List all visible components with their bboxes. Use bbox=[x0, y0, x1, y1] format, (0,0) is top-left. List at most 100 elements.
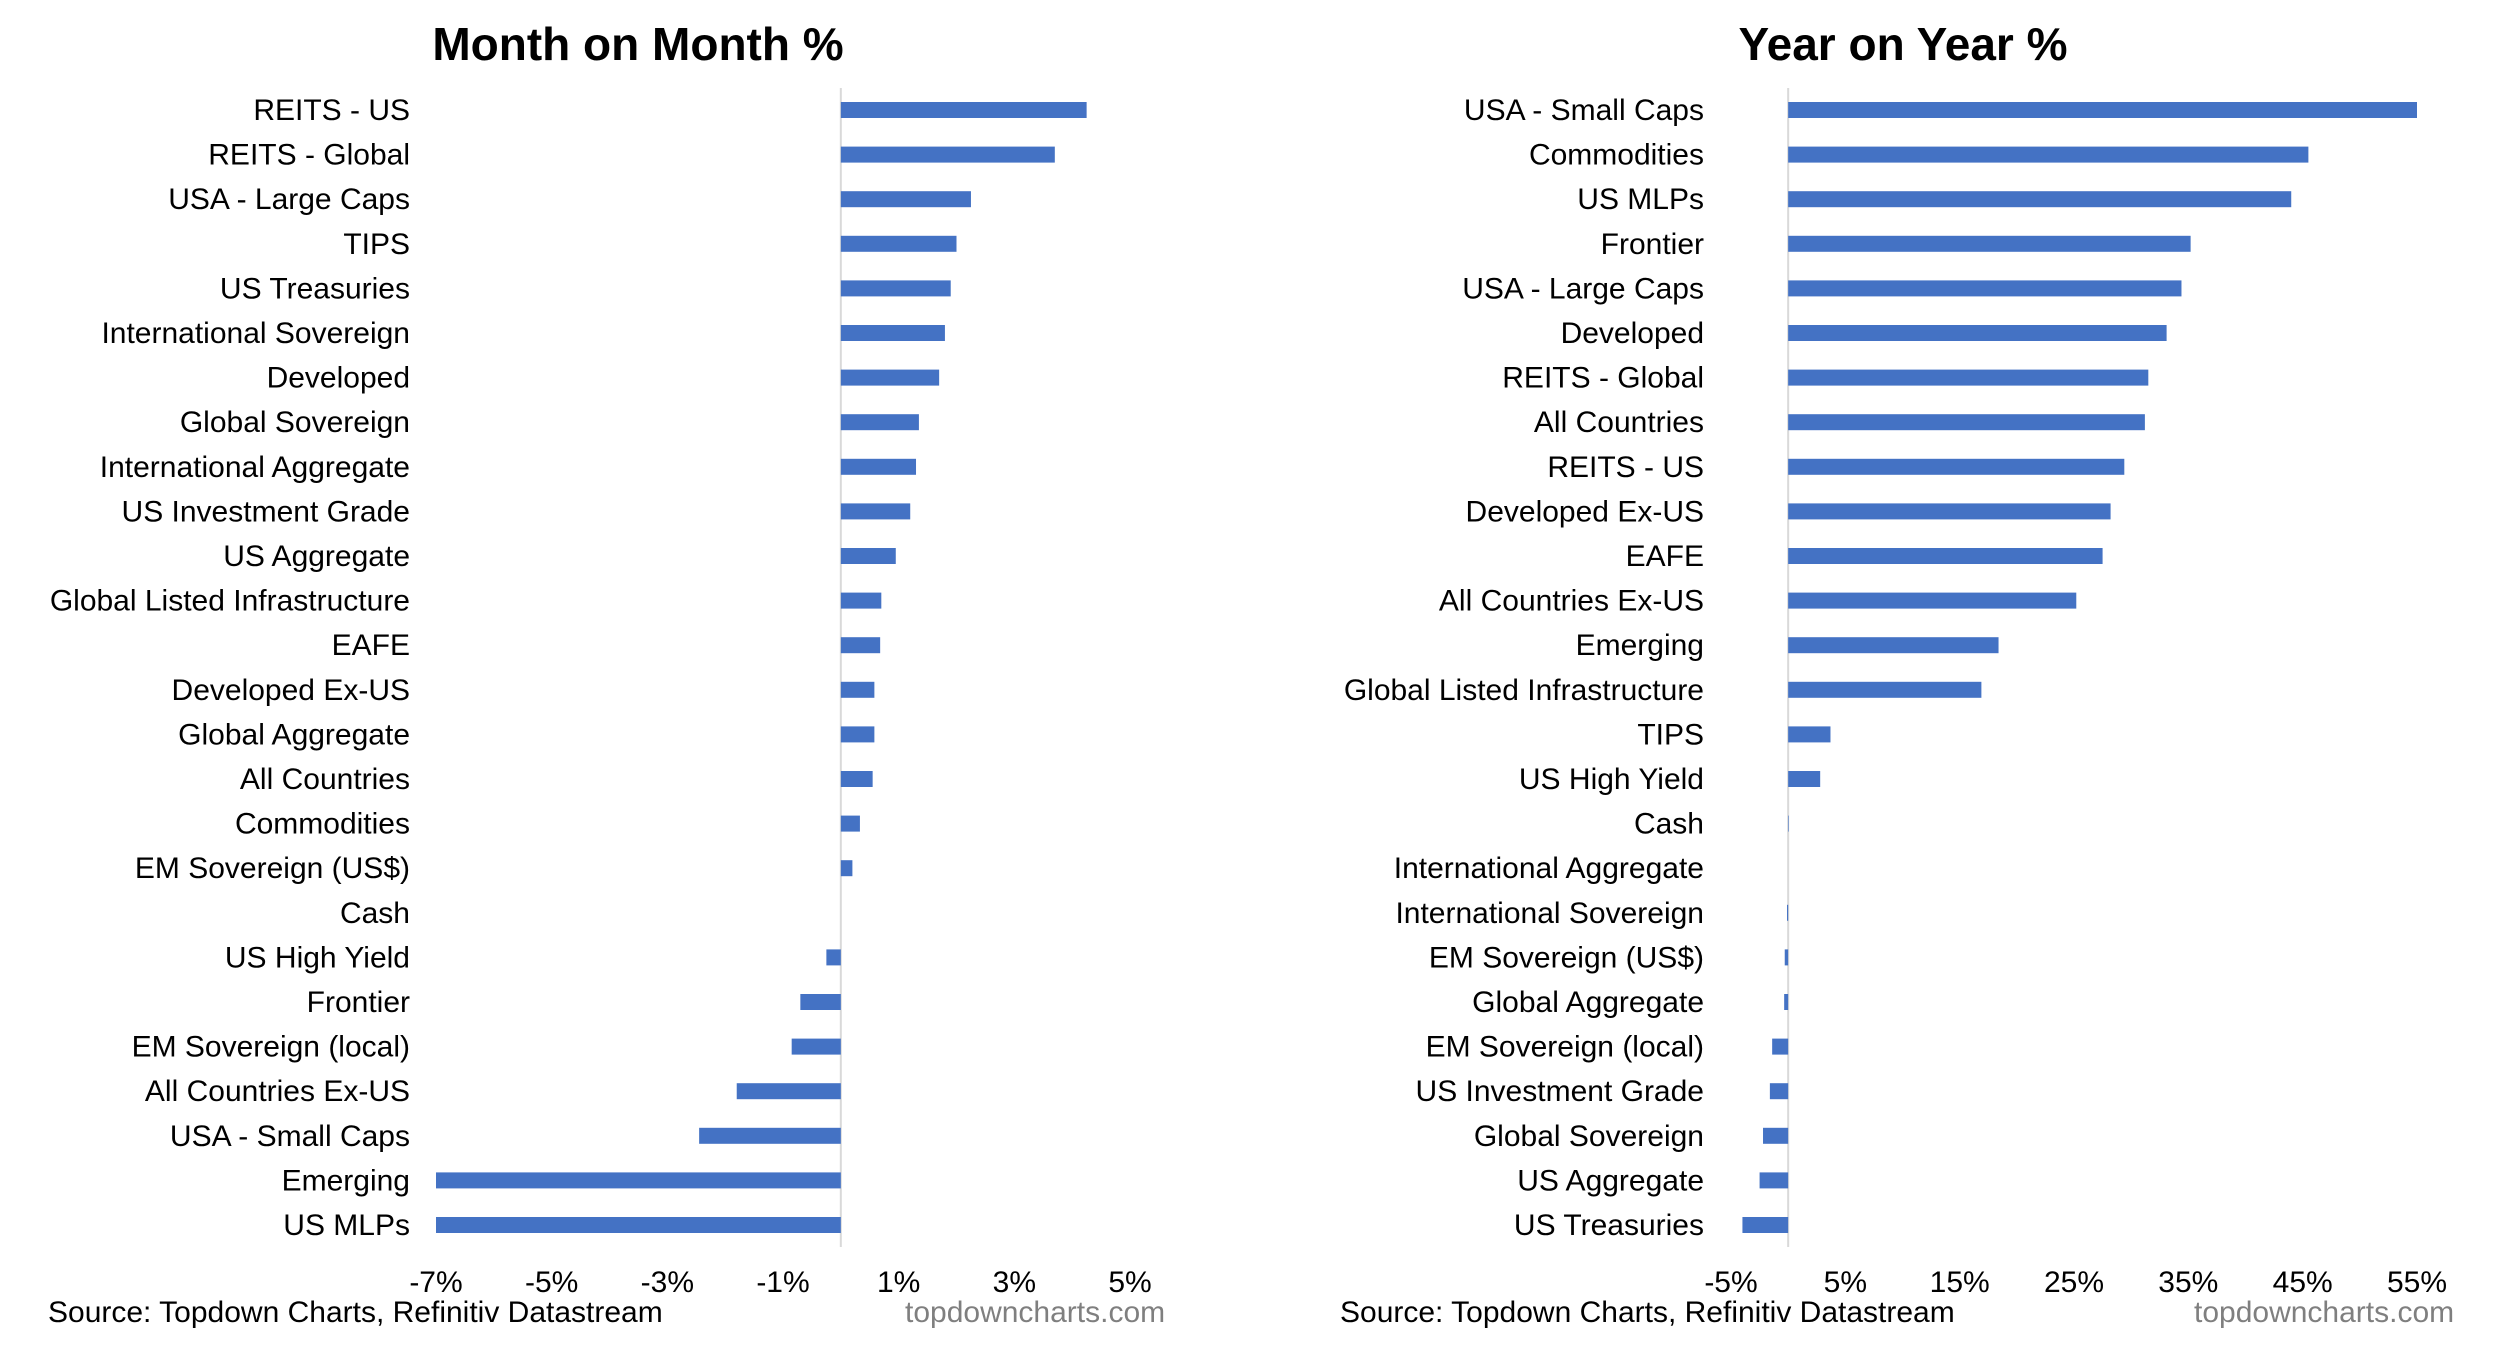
bar bbox=[840, 191, 971, 208]
category-label: US Treasuries bbox=[1514, 1209, 1704, 1242]
bar bbox=[1788, 235, 2191, 252]
x-tick-label: -5% bbox=[525, 1266, 578, 1299]
bar bbox=[1788, 815, 1789, 832]
bar bbox=[1788, 325, 2167, 341]
bar bbox=[840, 102, 1087, 118]
category-label: Developed bbox=[267, 362, 410, 395]
bar bbox=[1788, 146, 2309, 163]
category-label: All Countries bbox=[1534, 406, 1704, 439]
x-tick-label: -3% bbox=[641, 1266, 694, 1299]
bar bbox=[436, 1172, 841, 1189]
category-label: US High Yield bbox=[1519, 763, 1704, 796]
bar bbox=[1788, 280, 2182, 297]
x-tick-label: -1% bbox=[756, 1266, 809, 1299]
bar bbox=[1763, 1127, 1789, 1144]
left-source-note: Source: Topdown Charts, Refinitiv Datast… bbox=[48, 1296, 663, 1329]
chart-title: Year on Year % bbox=[1738, 18, 2067, 70]
category-label: Emerging bbox=[282, 1164, 410, 1197]
category-label: EM Sovereign (local) bbox=[132, 1031, 410, 1064]
x-tick-label: 15% bbox=[1930, 1266, 1990, 1299]
bar bbox=[840, 325, 945, 341]
bar bbox=[1788, 548, 2103, 564]
x-tick-label: -5% bbox=[1704, 1266, 1757, 1299]
bar bbox=[1742, 1217, 1789, 1233]
category-label: Global Listed Infrastructure bbox=[1344, 674, 1704, 707]
category-label: US MLPs bbox=[1577, 183, 1704, 216]
chart-title: Month on Month % bbox=[432, 18, 843, 70]
bar bbox=[840, 592, 882, 609]
bar bbox=[1784, 949, 1789, 966]
bar bbox=[1784, 994, 1789, 1010]
x-tick-label: 3% bbox=[993, 1266, 1036, 1299]
bar bbox=[840, 815, 860, 832]
category-label: Cash bbox=[1634, 808, 1704, 841]
category-label: USA - Small Caps bbox=[1464, 94, 1704, 127]
right-brand-link[interactable]: topdowncharts.com bbox=[2194, 1296, 2455, 1329]
bar bbox=[840, 726, 875, 743]
category-label: US Aggregate bbox=[223, 540, 410, 573]
bar bbox=[1772, 1038, 1789, 1055]
category-label: Developed Ex-US bbox=[172, 674, 410, 707]
bar bbox=[840, 681, 875, 698]
x-tick-label: 5% bbox=[1108, 1266, 1151, 1299]
category-label: International Sovereign bbox=[1395, 897, 1704, 930]
category-label: International Aggregate bbox=[1394, 852, 1704, 885]
category-label: All Countries bbox=[240, 763, 410, 796]
bar bbox=[840, 146, 1055, 163]
left-brand-link[interactable]: topdowncharts.com bbox=[905, 1296, 1166, 1329]
category-label: Developed Ex-US bbox=[1466, 495, 1704, 528]
bar bbox=[1788, 191, 2292, 208]
bar bbox=[1788, 771, 1821, 787]
bar bbox=[1788, 681, 1982, 698]
year-on-year-chart: Year on Year % USA - Small Caps Commoditie… bbox=[1344, 18, 2447, 1299]
bar bbox=[1769, 1083, 1789, 1100]
category-label: Global Aggregate bbox=[178, 718, 410, 751]
bar bbox=[840, 637, 881, 654]
bar bbox=[1759, 1172, 1789, 1189]
category-label: Global Sovereign bbox=[180, 406, 410, 439]
bar bbox=[1788, 414, 2145, 431]
bar bbox=[840, 548, 896, 564]
bar bbox=[840, 369, 940, 386]
bar bbox=[1788, 503, 2111, 520]
category-label: US MLPs bbox=[283, 1209, 410, 1242]
x-tick-label: -7% bbox=[409, 1266, 462, 1299]
bar bbox=[826, 949, 841, 966]
bar bbox=[1787, 904, 1789, 921]
category-label: REITS - US bbox=[1547, 451, 1704, 484]
category-label: USA - Large Caps bbox=[1462, 272, 1704, 305]
category-label: Developed bbox=[1561, 317, 1704, 350]
bar bbox=[840, 414, 919, 431]
bar bbox=[1788, 637, 1999, 654]
bar bbox=[1788, 102, 2417, 118]
category-label: EAFE bbox=[332, 629, 410, 662]
category-label: US High Yield bbox=[225, 941, 410, 974]
bar bbox=[791, 1038, 841, 1055]
category-label: All Countries Ex-US bbox=[145, 1075, 410, 1108]
category-label: Frontier bbox=[307, 986, 410, 1019]
bar bbox=[436, 1217, 841, 1233]
category-label: REITS - Global bbox=[1502, 362, 1704, 395]
category-label: All Countries Ex-US bbox=[1439, 585, 1704, 618]
category-label: International Aggregate bbox=[100, 451, 410, 484]
category-label: US Investment Grade bbox=[1416, 1075, 1704, 1108]
bar bbox=[1788, 592, 2077, 609]
bar bbox=[699, 1127, 841, 1144]
bar bbox=[840, 503, 911, 520]
bar bbox=[840, 771, 873, 787]
x-tick-label: 45% bbox=[2273, 1266, 2333, 1299]
category-label: Global Aggregate bbox=[1472, 986, 1704, 1019]
category-label: Frontier bbox=[1601, 228, 1704, 261]
bar bbox=[1788, 369, 2149, 386]
bar bbox=[840, 860, 853, 877]
category-label: Commodities bbox=[235, 808, 410, 841]
category-label: US Investment Grade bbox=[122, 495, 410, 528]
category-label: Commodities bbox=[1529, 139, 1704, 172]
category-label: Global Listed Infrastructure bbox=[50, 585, 410, 618]
right-source-note: Source: Topdown Charts, Refinitiv Datast… bbox=[1340, 1296, 1955, 1329]
category-label: EM Sovereign (US$) bbox=[135, 852, 410, 885]
category-label: EM Sovereign (local) bbox=[1426, 1031, 1704, 1064]
bar bbox=[1788, 726, 1831, 743]
bar bbox=[840, 280, 951, 297]
